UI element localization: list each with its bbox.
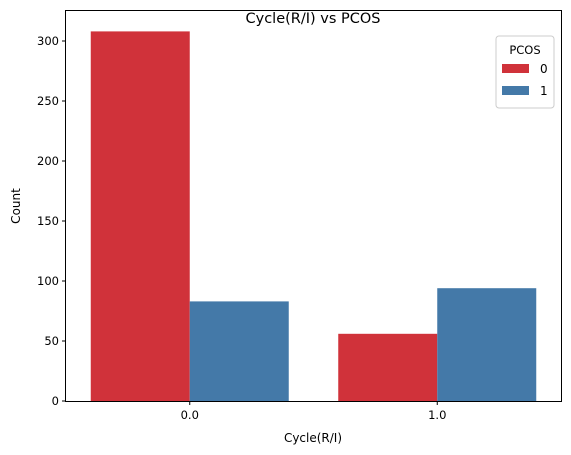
bars-group xyxy=(90,31,537,402)
plot-frame xyxy=(65,10,562,402)
x-axis-label: Cycle(R/I) xyxy=(284,431,342,445)
y-tick-label-200: 200 xyxy=(37,154,59,168)
y-axis-label: Count xyxy=(9,188,23,224)
legend-swatch-0 xyxy=(502,64,529,73)
legend-swatch-1 xyxy=(502,86,529,95)
legend-title: PCOS xyxy=(509,43,540,57)
bar-series-1-1.0 xyxy=(437,288,537,401)
bar-series-0-0.0 xyxy=(90,31,190,402)
chart-title: Cycle(R/I) vs PCOS xyxy=(245,11,380,27)
x-tick-label-1.0: 1.0 xyxy=(428,408,446,422)
y-tick-label-50: 50 xyxy=(44,334,59,348)
y-tick-label-300: 300 xyxy=(37,34,59,48)
bar-series-0-1.0 xyxy=(338,333,438,401)
y-tick-label-250: 250 xyxy=(37,94,59,108)
y-tick-label-0: 0 xyxy=(52,394,59,408)
bar-series-1-0.0 xyxy=(189,301,289,401)
y-tick-label-150: 150 xyxy=(37,214,59,228)
y-tick-label-100: 100 xyxy=(37,274,59,288)
legend-label-0: 0 xyxy=(540,62,548,76)
x-axis: 0.0 1.0 xyxy=(181,401,446,422)
x-tick-label-0.0: 0.0 xyxy=(181,408,199,422)
legend-label-1: 1 xyxy=(540,84,548,98)
y-axis: 0 50 100 150 200 250 300 xyxy=(37,34,66,408)
